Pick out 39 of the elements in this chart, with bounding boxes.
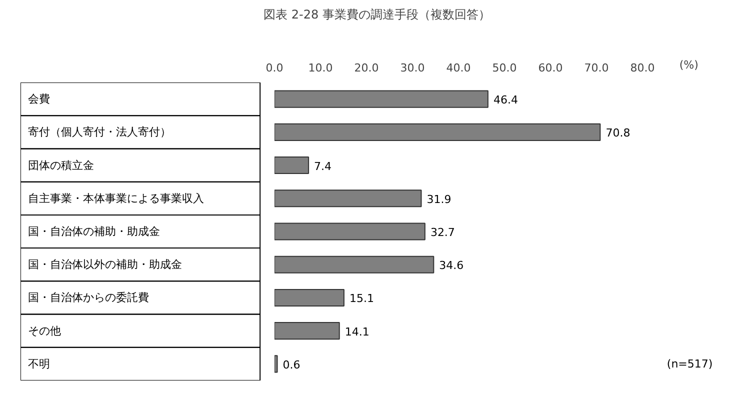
bar	[274, 190, 422, 208]
data-label: 32.7	[430, 226, 455, 239]
bar	[274, 322, 340, 340]
data-label: 46.4	[493, 94, 518, 107]
bar	[274, 222, 426, 240]
y-tick-label: 不明	[28, 357, 50, 370]
data-label: 0.6	[282, 358, 300, 372]
y-tick-label: 国・自治体以外の補助・助成金	[28, 258, 182, 272]
x-tick-label: 20.0	[354, 62, 379, 74]
data-label: 7.4	[314, 160, 332, 173]
data-label: 34.6	[439, 259, 464, 272]
x-tick-label: 60.0	[538, 62, 563, 74]
x-tick-label: 0.0	[266, 62, 284, 74]
y-tick-label: 国・自治体の補助・助成金	[28, 225, 160, 238]
chart-title: 図表 2-28 事業費の調達手段（複数回答）	[264, 8, 490, 22]
data-label: 31.9	[426, 192, 452, 206]
x-tick-label: 40.0	[446, 62, 471, 74]
bar	[274, 355, 278, 373]
y-tick-label: 国・自治体からの委託費	[28, 291, 149, 304]
x-tick-label: 70.0	[584, 62, 609, 74]
bar	[274, 90, 488, 108]
y-tick-label: 団体の積立金	[28, 158, 94, 172]
bar	[274, 123, 601, 141]
bar	[274, 156, 310, 174]
x-tick-label: 50.0	[492, 62, 517, 74]
data-label: 70.8	[606, 126, 630, 140]
text: (n=517)	[666, 357, 713, 370]
x-tick-label: 80.0	[630, 62, 655, 74]
y-tick-label: 寄付（個人寄付・法人寄付）	[28, 126, 171, 139]
x-tick-label: 10.0	[308, 62, 333, 74]
y-tick-label: 自主事業・本体事業による事業収入	[28, 192, 204, 205]
y-tick-label: 会費	[28, 92, 50, 106]
data-label: 15.1	[349, 292, 374, 306]
x-axis-title: (%)	[679, 58, 698, 72]
bar	[274, 256, 434, 274]
data-label: 14.1	[344, 325, 370, 338]
x-tick-label: 30.0	[400, 62, 425, 74]
y-tick-label: その他	[28, 324, 61, 338]
bar	[274, 288, 344, 306]
